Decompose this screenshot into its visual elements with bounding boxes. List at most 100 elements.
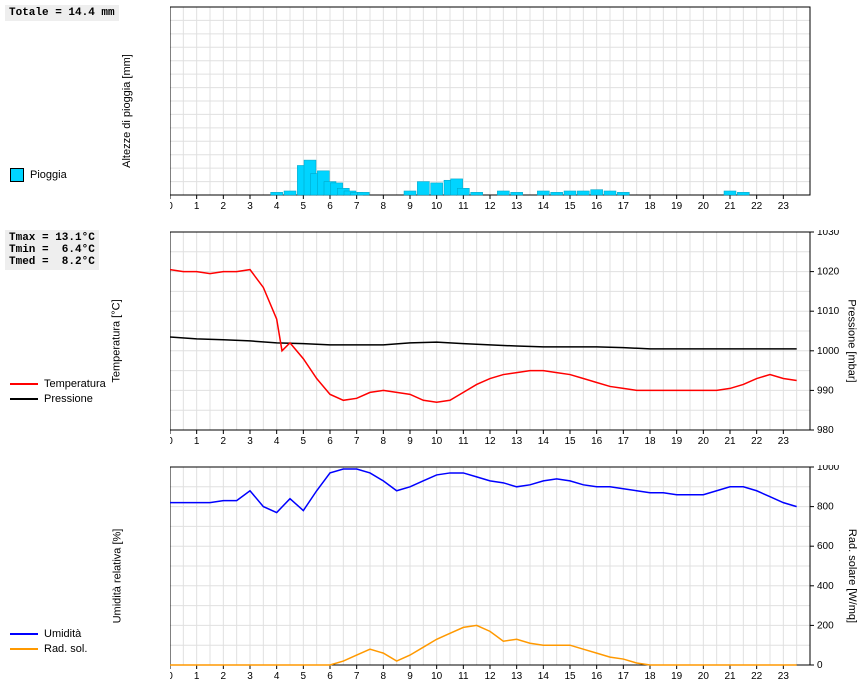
svg-text:9: 9 [407,671,413,682]
legend-label: Rad. sol. [44,643,87,655]
svg-text:600: 600 [817,541,834,552]
rain-legend: Pioggia [10,165,67,185]
temp-chart: 0123456789101112131415161718192021222357… [170,230,860,450]
svg-text:18: 18 [644,436,656,447]
svg-text:22: 22 [751,671,763,682]
rain-ylabel: Altezze di pioggia [mm] [121,54,133,168]
legend-item-umidita: Umidità [10,628,87,640]
hum-legend: Umidità Rad. sol. [10,625,87,658]
svg-text:17: 17 [618,671,630,682]
svg-text:7: 7 [354,671,360,682]
legend-item-pioggia: Pioggia [10,168,67,182]
svg-text:200: 200 [817,620,834,631]
rad-line-swatch [10,648,38,650]
svg-text:800: 800 [817,502,834,513]
rain-chart: 0123456789101112131415161718192021222302… [170,5,860,215]
svg-text:1: 1 [194,671,200,682]
svg-text:11: 11 [458,201,469,212]
legend-label: Pressione [44,393,93,405]
svg-text:1000: 1000 [817,465,840,473]
svg-text:15: 15 [564,201,576,212]
svg-text:21: 21 [724,436,736,447]
svg-text:20: 20 [698,671,710,682]
svg-text:20: 20 [698,201,710,212]
svg-text:18: 18 [644,671,656,682]
svg-text:3: 3 [247,671,253,682]
svg-text:12: 12 [484,671,496,682]
svg-text:990: 990 [817,385,834,396]
svg-text:9: 9 [407,201,413,212]
svg-text:11: 11 [458,671,469,682]
svg-text:2: 2 [221,201,227,212]
svg-text:21: 21 [724,671,736,682]
svg-text:8: 8 [381,671,387,682]
svg-text:19: 19 [671,436,683,447]
svg-text:2: 2 [221,671,227,682]
svg-text:3: 3 [247,436,253,447]
svg-text:16: 16 [591,436,603,447]
svg-text:13: 13 [511,201,523,212]
svg-text:12: 12 [484,201,496,212]
svg-text:1020: 1020 [817,267,840,278]
svg-text:0: 0 [170,671,173,682]
svg-text:10: 10 [431,671,443,682]
svg-text:23: 23 [778,671,790,682]
svg-text:14: 14 [538,436,550,447]
svg-text:17: 17 [618,436,630,447]
svg-text:4: 4 [274,671,280,682]
svg-text:22: 22 [751,436,763,447]
svg-text:5: 5 [301,201,307,212]
temp-stats-info: Tmax = 13.1°C Tmin = 6.4°C Tmed = 8.2°C [5,230,99,270]
svg-text:14: 14 [538,201,550,212]
svg-text:11: 11 [458,436,469,447]
svg-text:12: 12 [484,436,496,447]
temp-ylabel-left: Temperatura [°C] [111,299,123,382]
svg-text:22: 22 [751,201,763,212]
svg-text:8: 8 [381,201,387,212]
svg-text:4: 4 [274,436,280,447]
legend-label: Umidità [44,628,81,640]
svg-text:15: 15 [564,436,576,447]
svg-text:3: 3 [247,201,253,212]
svg-text:5: 5 [301,671,307,682]
legend-label: Pioggia [30,169,67,181]
rain-total-info: Totale = 14.4 mm [5,5,119,21]
svg-text:14: 14 [538,671,550,682]
svg-text:13: 13 [511,436,523,447]
svg-text:0: 0 [170,201,173,212]
svg-text:16: 16 [591,201,603,212]
svg-text:20: 20 [698,436,710,447]
hum-ylabel-left: Umidità relativa [%] [111,529,123,624]
svg-text:13: 13 [511,671,523,682]
legend-label: Temperatura [44,378,106,390]
svg-text:21: 21 [724,201,736,212]
svg-text:19: 19 [671,671,683,682]
press-line-swatch [10,398,38,400]
legend-item-radiation: Rad. sol. [10,643,87,655]
panel-rain: Totale = 14.4 mm Pioggia Altezze di piog… [0,5,860,210]
panel-temp: Tmax = 13.1°C Tmin = 6.4°C Tmed = 8.2°C … [0,230,860,445]
svg-text:16: 16 [591,671,603,682]
svg-text:9: 9 [407,436,413,447]
temp-legend: Temperatura Pressione [10,375,106,408]
hum-chart: 0123456789101112131415161718192021222302… [170,465,860,685]
svg-text:17: 17 [618,201,630,212]
svg-text:5: 5 [301,436,307,447]
svg-text:6: 6 [327,671,333,682]
svg-text:2: 2 [221,436,227,447]
svg-text:23: 23 [778,201,790,212]
svg-text:1030: 1030 [817,230,840,238]
legend-item-temperatura: Temperatura [10,378,106,390]
rain-swatch [10,168,24,182]
svg-text:0: 0 [817,660,823,671]
legend-item-pressione: Pressione [10,393,106,405]
svg-text:400: 400 [817,581,834,592]
svg-text:10: 10 [431,201,443,212]
svg-text:1: 1 [194,201,200,212]
panel-hum: Umidità Rad. sol. Umidità relativa [%] R… [0,465,860,680]
svg-text:7: 7 [354,201,360,212]
svg-text:10: 10 [431,436,443,447]
svg-text:0: 0 [170,436,173,447]
svg-text:23: 23 [778,436,790,447]
svg-text:1010: 1010 [817,306,840,317]
